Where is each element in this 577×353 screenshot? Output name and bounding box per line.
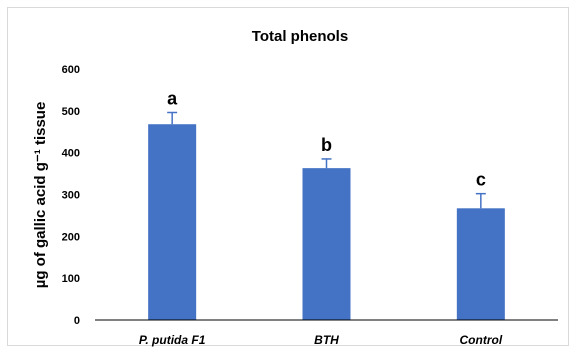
y-tick-label: 500 — [62, 106, 80, 118]
y-tick-label: 600 — [62, 64, 80, 76]
y-tick-label: 0 — [74, 315, 80, 327]
y-tick-label: 400 — [62, 148, 80, 160]
bar — [148, 124, 197, 320]
y-axis-ticks: 0 100 200 300 400 500 600 — [62, 64, 80, 327]
x-tick-label: P. putida F1 — [139, 333, 206, 347]
y-tick-label: 200 — [62, 231, 80, 243]
x-tick-label: Control — [460, 333, 503, 347]
y-tick-label: 100 — [62, 273, 80, 285]
significance-label: a — [167, 89, 178, 109]
significance-label: c — [476, 170, 486, 190]
y-axis-label: µg of gallic acid g⁻¹ tissue — [32, 102, 49, 289]
x-tick-label: BTH — [314, 333, 339, 347]
chart-title: Total phenols — [252, 28, 348, 45]
y-tick-label: 300 — [62, 190, 80, 202]
x-axis-ticks: P. putida F1 BTH Control — [139, 333, 503, 347]
significance-labels: a b c — [167, 89, 486, 190]
bars — [148, 124, 505, 320]
error-bars — [167, 111, 486, 209]
bar — [456, 208, 505, 320]
significance-label: b — [321, 135, 332, 155]
bar — [302, 168, 351, 320]
